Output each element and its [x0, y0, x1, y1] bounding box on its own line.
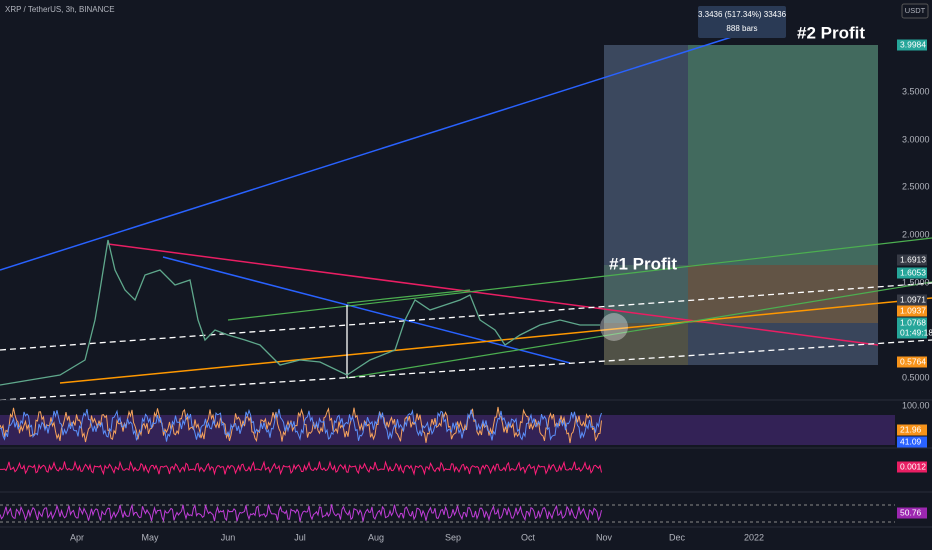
- dashed-line: [0, 282, 932, 351]
- trend-line: [162, 256, 571, 364]
- currency: USDT: [905, 6, 926, 15]
- indicator-line: [0, 460, 602, 476]
- time-axis-label: 2022: [744, 532, 764, 542]
- price-line: [0, 239, 600, 386]
- measure-change: 3.3436 (517.34%) 33436: [698, 10, 787, 19]
- trend-line: [346, 289, 471, 304]
- price-tag-bg: [897, 267, 927, 279]
- price-tag-bg: [897, 305, 927, 317]
- time-axis-label: Sep: [445, 532, 461, 542]
- price-tag: 01:49:18: [900, 327, 932, 337]
- indicator-tag: 50.76: [900, 507, 922, 517]
- measure-bars: 888 bars: [726, 24, 757, 33]
- measure-box: [698, 6, 786, 38]
- trend-line: [107, 243, 879, 346]
- cursor: [600, 313, 628, 341]
- indicator-line: [0, 406, 602, 444]
- price-tag: 1.6913: [900, 254, 926, 264]
- time-axis-label: Oct: [521, 532, 536, 542]
- price-tag-bg: [897, 317, 927, 329]
- indicator-tag: 0.0012: [900, 461, 926, 471]
- price-tag-bg: [897, 327, 927, 339]
- price-tag: 1.0971: [900, 294, 926, 304]
- lower-zone: [688, 323, 878, 365]
- price-tag: 1.0937: [900, 305, 926, 315]
- indicator-tag-bg: [897, 436, 927, 448]
- time-axis-label: Jul: [294, 532, 306, 542]
- price-axis-label: 3.0000: [902, 134, 930, 144]
- time-axis-label: Jun: [221, 532, 236, 542]
- price-tag: 0.5764: [900, 356, 926, 366]
- indicator-tag: 41.09: [900, 436, 922, 446]
- indicator-tag-bg: [897, 461, 927, 473]
- indicator-axis-label: 100.00: [902, 400, 930, 410]
- trend-line: [0, 27, 761, 271]
- price-tag-bg: [897, 294, 927, 306]
- price-tag: 1.0768: [900, 317, 926, 327]
- time-axis-label: Apr: [70, 532, 84, 542]
- annotation: #1 Profit: [609, 254, 677, 273]
- indicator-tag: 21.96: [900, 424, 922, 434]
- time-axis-label: Dec: [669, 532, 686, 542]
- time-axis-label: Aug: [368, 532, 384, 542]
- price-tag-bg: [897, 254, 927, 266]
- trend-line: [227, 237, 932, 321]
- indicator-tag-bg: [897, 424, 927, 436]
- time-axis-label: May: [141, 532, 159, 542]
- price-axis-label: 0.5000: [902, 372, 930, 382]
- price-tag: 3.9984: [900, 39, 926, 49]
- price-tag-bg: [897, 356, 927, 368]
- price-axis-label: 1.5000: [902, 277, 930, 287]
- currency-box: [901, 3, 929, 19]
- indicator-line: [0, 503, 602, 523]
- indicator-line: [0, 408, 602, 442]
- price-axis-label: 2.0000: [902, 229, 930, 239]
- symbol: XRP / TetherUS, 3h, BINANCE: [5, 5, 115, 14]
- dashed-line: [0, 339, 932, 401]
- target-zone: [688, 45, 878, 265]
- entry-zone: [604, 323, 688, 365]
- price-tag-bg: [897, 39, 927, 51]
- price-tag: 1.6053: [900, 267, 926, 277]
- trend-line: [59, 297, 932, 384]
- trend-line: [346, 281, 932, 379]
- time-axis-label: Nov: [596, 532, 613, 542]
- price-axis-label: 2.5000: [902, 181, 930, 191]
- price-axis-label: 3.5000: [902, 86, 930, 96]
- annotation: #2 Profit: [797, 23, 865, 42]
- indicator-tag-bg: [897, 507, 927, 519]
